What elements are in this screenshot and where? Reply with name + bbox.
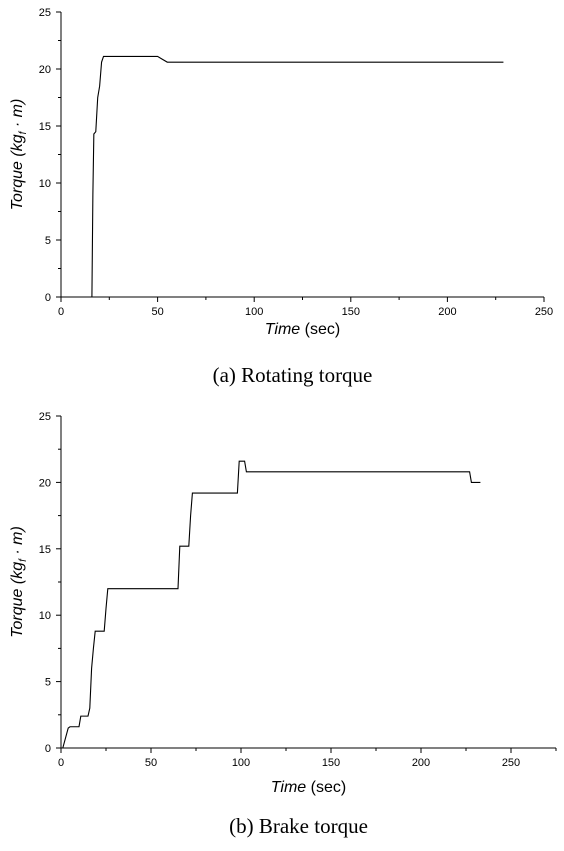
x-axis-label: Time (sec) <box>265 321 340 338</box>
x-tick-label: 200 <box>412 757 430 769</box>
y-tick-label: 0 <box>45 743 51 755</box>
y-tick-label: 5 <box>45 235 51 247</box>
y-tick-label: 25 <box>39 7 51 19</box>
y-tick-label: 10 <box>39 178 51 190</box>
series-line-0 <box>91 55 504 298</box>
y-tick-label: 10 <box>39 610 51 622</box>
y-tick-label: 25 <box>39 411 51 423</box>
x-tick-label: 50 <box>145 757 157 769</box>
x-tick-label: 0 <box>58 757 64 769</box>
x-tick-label: 100 <box>232 757 250 769</box>
x-tick-label: 0 <box>58 306 64 318</box>
chart-panel-0: 0 50 100 150 200 250 0 5 10 15 20 25 Time (sec) Torqu… <box>9 7 553 387</box>
y-axis-label: Torque (kgf · m) <box>9 526 29 638</box>
y-tick-label: 15 <box>39 121 51 133</box>
y-tick-label: 20 <box>39 477 51 489</box>
y-tick-label: 0 <box>45 292 51 304</box>
y-tick-label: 15 <box>39 544 51 556</box>
figure-caption: (a) Rotating torque <box>213 363 373 387</box>
x-tick-label: 50 <box>151 306 163 318</box>
y-axis-label: Torque (kgf · m) <box>9 99 29 211</box>
x-axis-label: Time (sec) <box>271 779 346 796</box>
series-line-0 <box>62 460 481 749</box>
y-tick-label: 5 <box>45 677 51 689</box>
chart-panel-1: 0 50 100 150 200 250 0 5 10 15 20 25 Time (sec) Torqu… <box>9 411 557 838</box>
x-tick-label: 200 <box>438 306 456 318</box>
x-tick-label: 250 <box>502 757 520 769</box>
figure-caption: (b) Brake torque <box>229 814 368 838</box>
x-tick-label: 150 <box>322 757 340 769</box>
x-tick-label: 250 <box>535 306 553 318</box>
x-tick-label: 150 <box>342 306 360 318</box>
y-tick-label: 20 <box>39 64 51 76</box>
x-tick-label: 100 <box>245 306 263 318</box>
